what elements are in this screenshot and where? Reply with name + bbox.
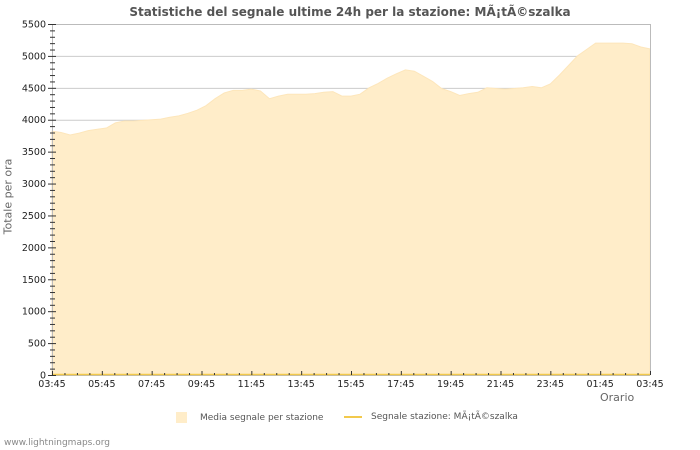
svg-text:2000: 2000: [22, 243, 46, 254]
area-swatch-icon: [176, 412, 187, 423]
area-chart: 0 500 1000 1500 2000 2500 3000 3500 4000 4500 5000…: [22, 20, 664, 391]
line-swatch-icon: [344, 416, 362, 418]
svg-text:13:45: 13:45: [287, 379, 314, 390]
area-series-media-segnale: [51, 42, 651, 376]
svg-text:11:45: 11:45: [238, 379, 265, 390]
x-axis-ticks: 03:45 05:45 07:45 09:45 11:45 13:45 15:45 17:45…: [38, 371, 664, 390]
legend-item-media: Media segnale per stazione: [176, 412, 323, 423]
legend-item-station: Segnale stazione: MÃ¡tÃ©szalka: [344, 412, 518, 422]
svg-text:15:45: 15:45: [337, 379, 364, 390]
svg-text:5000: 5000: [22, 51, 46, 62]
legend-label: Media segnale per stazione: [200, 412, 324, 423]
svg-text:0: 0: [40, 371, 46, 382]
svg-text:4500: 4500: [22, 83, 46, 94]
svg-text:23:45: 23:45: [537, 379, 564, 390]
svg-text:1000: 1000: [22, 307, 46, 318]
svg-text:07:45: 07:45: [138, 379, 165, 390]
svg-text:500: 500: [28, 339, 46, 350]
svg-text:1500: 1500: [22, 275, 46, 286]
legend-label: Segnale stazione: MÃ¡tÃ©szalka: [371, 412, 518, 422]
svg-text:19:45: 19:45: [437, 379, 464, 390]
svg-text:09:45: 09:45: [188, 379, 215, 390]
svg-text:05:45: 05:45: [88, 379, 115, 390]
svg-text:3500: 3500: [22, 147, 46, 158]
svg-text:4000: 4000: [22, 115, 46, 126]
x-axis-label: Orario: [600, 391, 635, 404]
footer-link[interactable]: www.lightningmaps.org: [4, 438, 110, 448]
svg-text:3000: 3000: [22, 179, 46, 190]
svg-text:03:45: 03:45: [38, 379, 65, 390]
svg-text:03:45: 03:45: [636, 379, 663, 390]
svg-text:21:45: 21:45: [487, 379, 514, 390]
chart-title: Statistiche del segnale ultime 24h per l…: [129, 5, 571, 19]
svg-text:01:45: 01:45: [586, 379, 613, 390]
svg-text:5500: 5500: [22, 20, 46, 31]
svg-text:2500: 2500: [22, 211, 46, 222]
y-axis-ticks: 0 500 1000 1500 2000 2500 3000 3500 4000 4500 5000…: [22, 20, 56, 382]
svg-text:17:45: 17:45: [387, 379, 414, 390]
